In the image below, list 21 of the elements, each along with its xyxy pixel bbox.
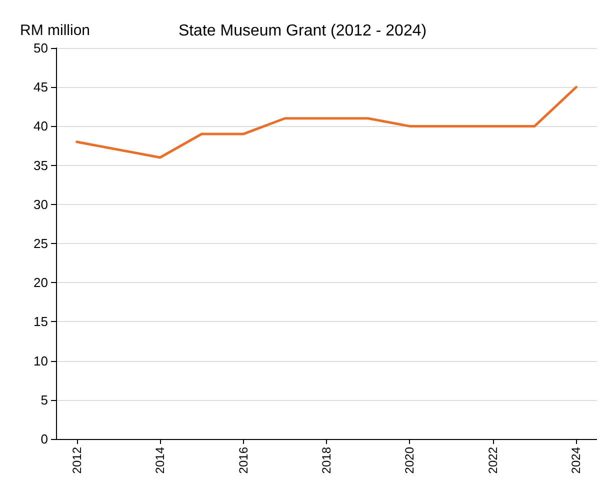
y-tick-label: 20 (34, 275, 48, 290)
x-tick-label: 2016 (236, 446, 250, 474)
x-tick-label: 2022 (486, 446, 500, 474)
y-tick-label: 30 (34, 196, 48, 212)
y-tick-label: 10 (34, 353, 48, 368)
y-tick-label: 5 (40, 392, 48, 408)
y-tick-label: 0 (40, 432, 48, 446)
chart-title: State Museum Grant (2012 - 2024) (178, 22, 427, 40)
y-tick-label: 45 (34, 80, 48, 95)
line-series (76, 86, 578, 159)
x-tick-label: 2014 (153, 446, 168, 474)
x-tick-label: 2012 (70, 446, 84, 474)
y-tick-label: 15 (34, 314, 48, 330)
x-tick-label: 2024 (569, 446, 584, 474)
y-tick-label: 35 (34, 158, 48, 173)
x-tick-label: 2018 (320, 446, 334, 474)
y-axis-title: RM million (20, 22, 90, 39)
y-tick-label: 25 (34, 236, 48, 251)
x-tick-label: 2020 (402, 446, 417, 474)
y-tick-label: 50 (34, 40, 48, 56)
y-tick-label: 40 (34, 118, 48, 134)
